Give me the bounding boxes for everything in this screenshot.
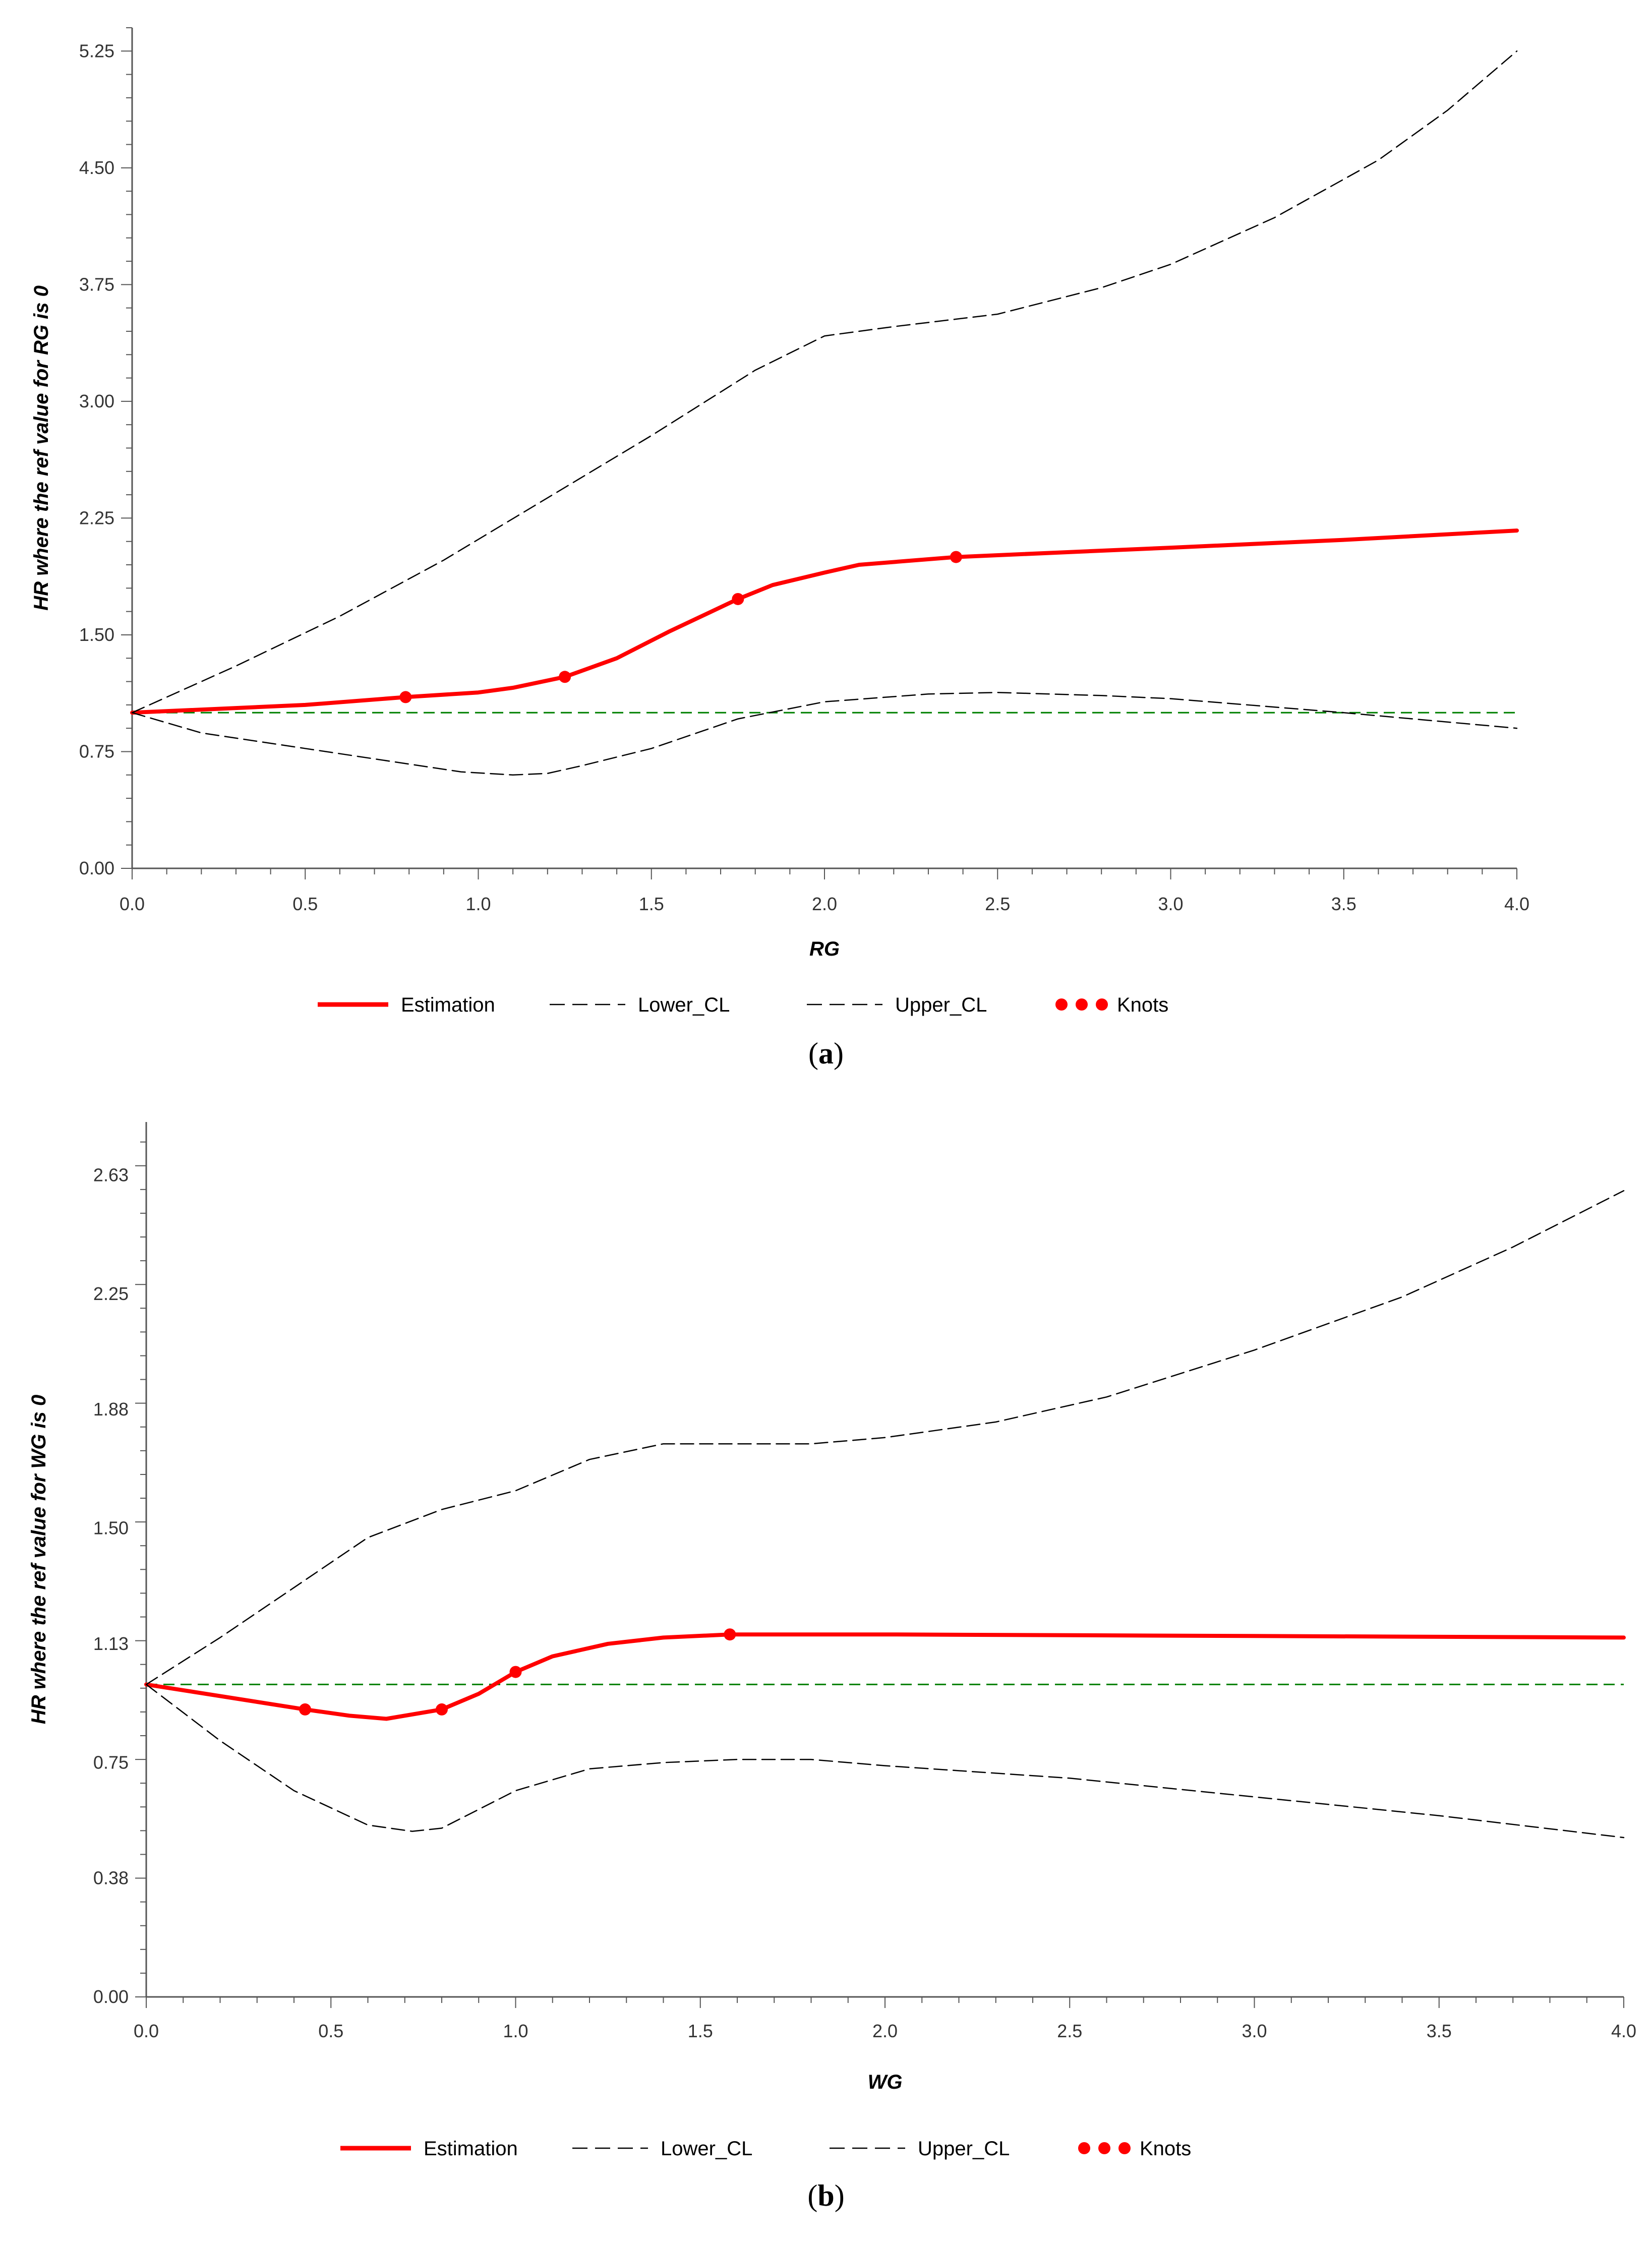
panel-b-x-tick-label: 1.0 xyxy=(503,2021,528,2041)
panel-b-y-tick-label: 1.88 xyxy=(93,1399,129,1420)
panel-b-knot-point xyxy=(509,1666,522,1678)
panel-b-legend-knots-label: Knots xyxy=(1140,2138,1191,2160)
panel-a-knot-point xyxy=(559,671,571,683)
panel-a-y-tick-label: 3.75 xyxy=(79,274,114,294)
panel-a-legend-knots-label: Knots xyxy=(1117,994,1168,1016)
panel-a-x-tick-label: 2.0 xyxy=(812,894,837,914)
panel-a-y-axis-title: HR where the ref value for RG is 0 xyxy=(30,285,52,611)
panel-a-series-lower-cl xyxy=(131,691,1518,776)
panel-a-x-tick-label: 0.0 xyxy=(120,894,145,914)
panel-b-y-tick-label: 2.25 xyxy=(93,1283,129,1304)
panel-a-y-tick-label: 1.50 xyxy=(79,624,114,645)
panel-b-x-tick-label: 0.5 xyxy=(318,2021,343,2041)
chart-b-svg: 0.0 0.5 1.0 1.5 2.0 2.5 3.0 3.5 4.0 0.00 0.38 0.75 1… xyxy=(28,1122,1636,2160)
panel-b-legend-lower-label: Lower_CL xyxy=(661,2138,752,2160)
panel-b-knot-point xyxy=(299,1703,311,1716)
panel-b-x-axis-title: WG xyxy=(868,2071,903,2093)
caption-a-letter: a xyxy=(818,1037,834,1070)
panel-b-legend-upper-label: Upper_CL xyxy=(918,2138,1010,2160)
panel-b-x-tick-label: 2.5 xyxy=(1057,2021,1082,2041)
panel-b-legend-knots-swatch xyxy=(1098,2142,1110,2154)
caption-b: (b) xyxy=(807,2179,845,2212)
panel-a-legend-knots-swatch xyxy=(1076,998,1088,1011)
panel-b-legend-knots-swatch xyxy=(1118,2142,1131,2154)
panel-b-x-tick-label: 1.5 xyxy=(688,2021,713,2041)
panel-a-x-tick-label: 1.5 xyxy=(639,894,664,914)
panel-b-x-tick-label: 3.5 xyxy=(1427,2021,1452,2041)
panel-a-series-upper-cl xyxy=(131,50,1518,714)
panel-a-series-estimation xyxy=(130,528,1519,715)
chart-panel-a: 0.0 0.5 1.0 1.5 2.0 2.5 3.0 3.5 4.0 0.00 0.75 1.50 2… xyxy=(0,0,1652,1119)
panel-b-legend-estimation-label: Estimation xyxy=(424,2138,518,2160)
panel-b-y-tick-label: 0.38 xyxy=(93,1868,129,1888)
panel-b-knot-point xyxy=(724,1628,736,1641)
panel-b-y-tick-label: 1.50 xyxy=(93,1518,129,1539)
panel-b-x-tick-label: 4.0 xyxy=(1611,2021,1636,2041)
panel-a-y-tick-label: 0.75 xyxy=(79,741,114,761)
panel-a-knot-point xyxy=(732,593,744,605)
chart-a-svg: 0.0 0.5 1.0 1.5 2.0 2.5 3.0 3.5 4.0 0.00 0.75 1.50 2… xyxy=(30,27,1529,1016)
panel-a-x-tick-label: 3.5 xyxy=(1331,894,1356,914)
panel-b-y-tick-label: 0.75 xyxy=(93,1752,129,1773)
panel-b-x-tick-label: 0.0 xyxy=(134,2021,159,2041)
panel-a-x-tick-label: 2.5 xyxy=(985,894,1010,914)
panel-b-series-upper-cl xyxy=(145,1190,1625,1685)
panel-b-knot-point xyxy=(436,1703,448,1716)
panel-b-x-tick-label: 3.0 xyxy=(1242,2021,1267,2041)
panel-b-series-estimation xyxy=(144,1632,1626,1721)
panel-a-y-tick-label: 0.00 xyxy=(79,858,114,878)
panel-a-legend-knots-swatch xyxy=(1096,998,1108,1011)
panel-a-knot-point xyxy=(950,551,962,563)
panel-a-y-tick-label: 2.25 xyxy=(79,507,114,528)
panel-a-y-tick-label: 5.25 xyxy=(79,40,114,61)
chart-panel-b: 0.0 0.5 1.0 1.5 2.0 2.5 3.0 3.5 4.0 0.00 0.38 0.75 1… xyxy=(0,1119,1652,2244)
panel-b-y-tick-label: 1.13 xyxy=(93,1633,129,1654)
panel-b-y-axis-title: HR where the ref value for WG is 0 xyxy=(28,1395,50,1725)
panel-a-x-tick-label: 4.0 xyxy=(1504,894,1529,914)
panel-a-x-tick-label: 3.0 xyxy=(1158,894,1183,914)
caption-a: (a) xyxy=(808,1037,844,1070)
panel-a-legend-estimation-label: Estimation xyxy=(401,994,495,1016)
panel-a-knot-point xyxy=(399,691,412,703)
panel-b-y-tick-label: 0.00 xyxy=(93,1986,129,2007)
panel-a-legend-lower-label: Lower_CL xyxy=(638,994,730,1016)
panel-a-x-axis-title: RG xyxy=(809,938,840,960)
panel-b-legend-knots-swatch xyxy=(1078,2142,1090,2154)
panel-a-x-tick-label: 1.0 xyxy=(465,894,491,914)
panel-b-x-tick-label: 2.0 xyxy=(872,2021,898,2041)
caption-b-letter: b xyxy=(817,2179,835,2212)
panel-a-legend-knots-swatch xyxy=(1055,998,1068,1011)
panel-a-legend-upper-label: Upper_CL xyxy=(895,994,987,1016)
panel-a-y-tick-label: 4.50 xyxy=(79,157,114,178)
panel-a-x-tick-label: 0.5 xyxy=(292,894,318,914)
panel-b-y-tick-label: 2.63 xyxy=(93,1164,129,1185)
panel-b-series-lower-cl xyxy=(145,1684,1625,1839)
panel-a-y-tick-label: 3.00 xyxy=(79,391,114,411)
